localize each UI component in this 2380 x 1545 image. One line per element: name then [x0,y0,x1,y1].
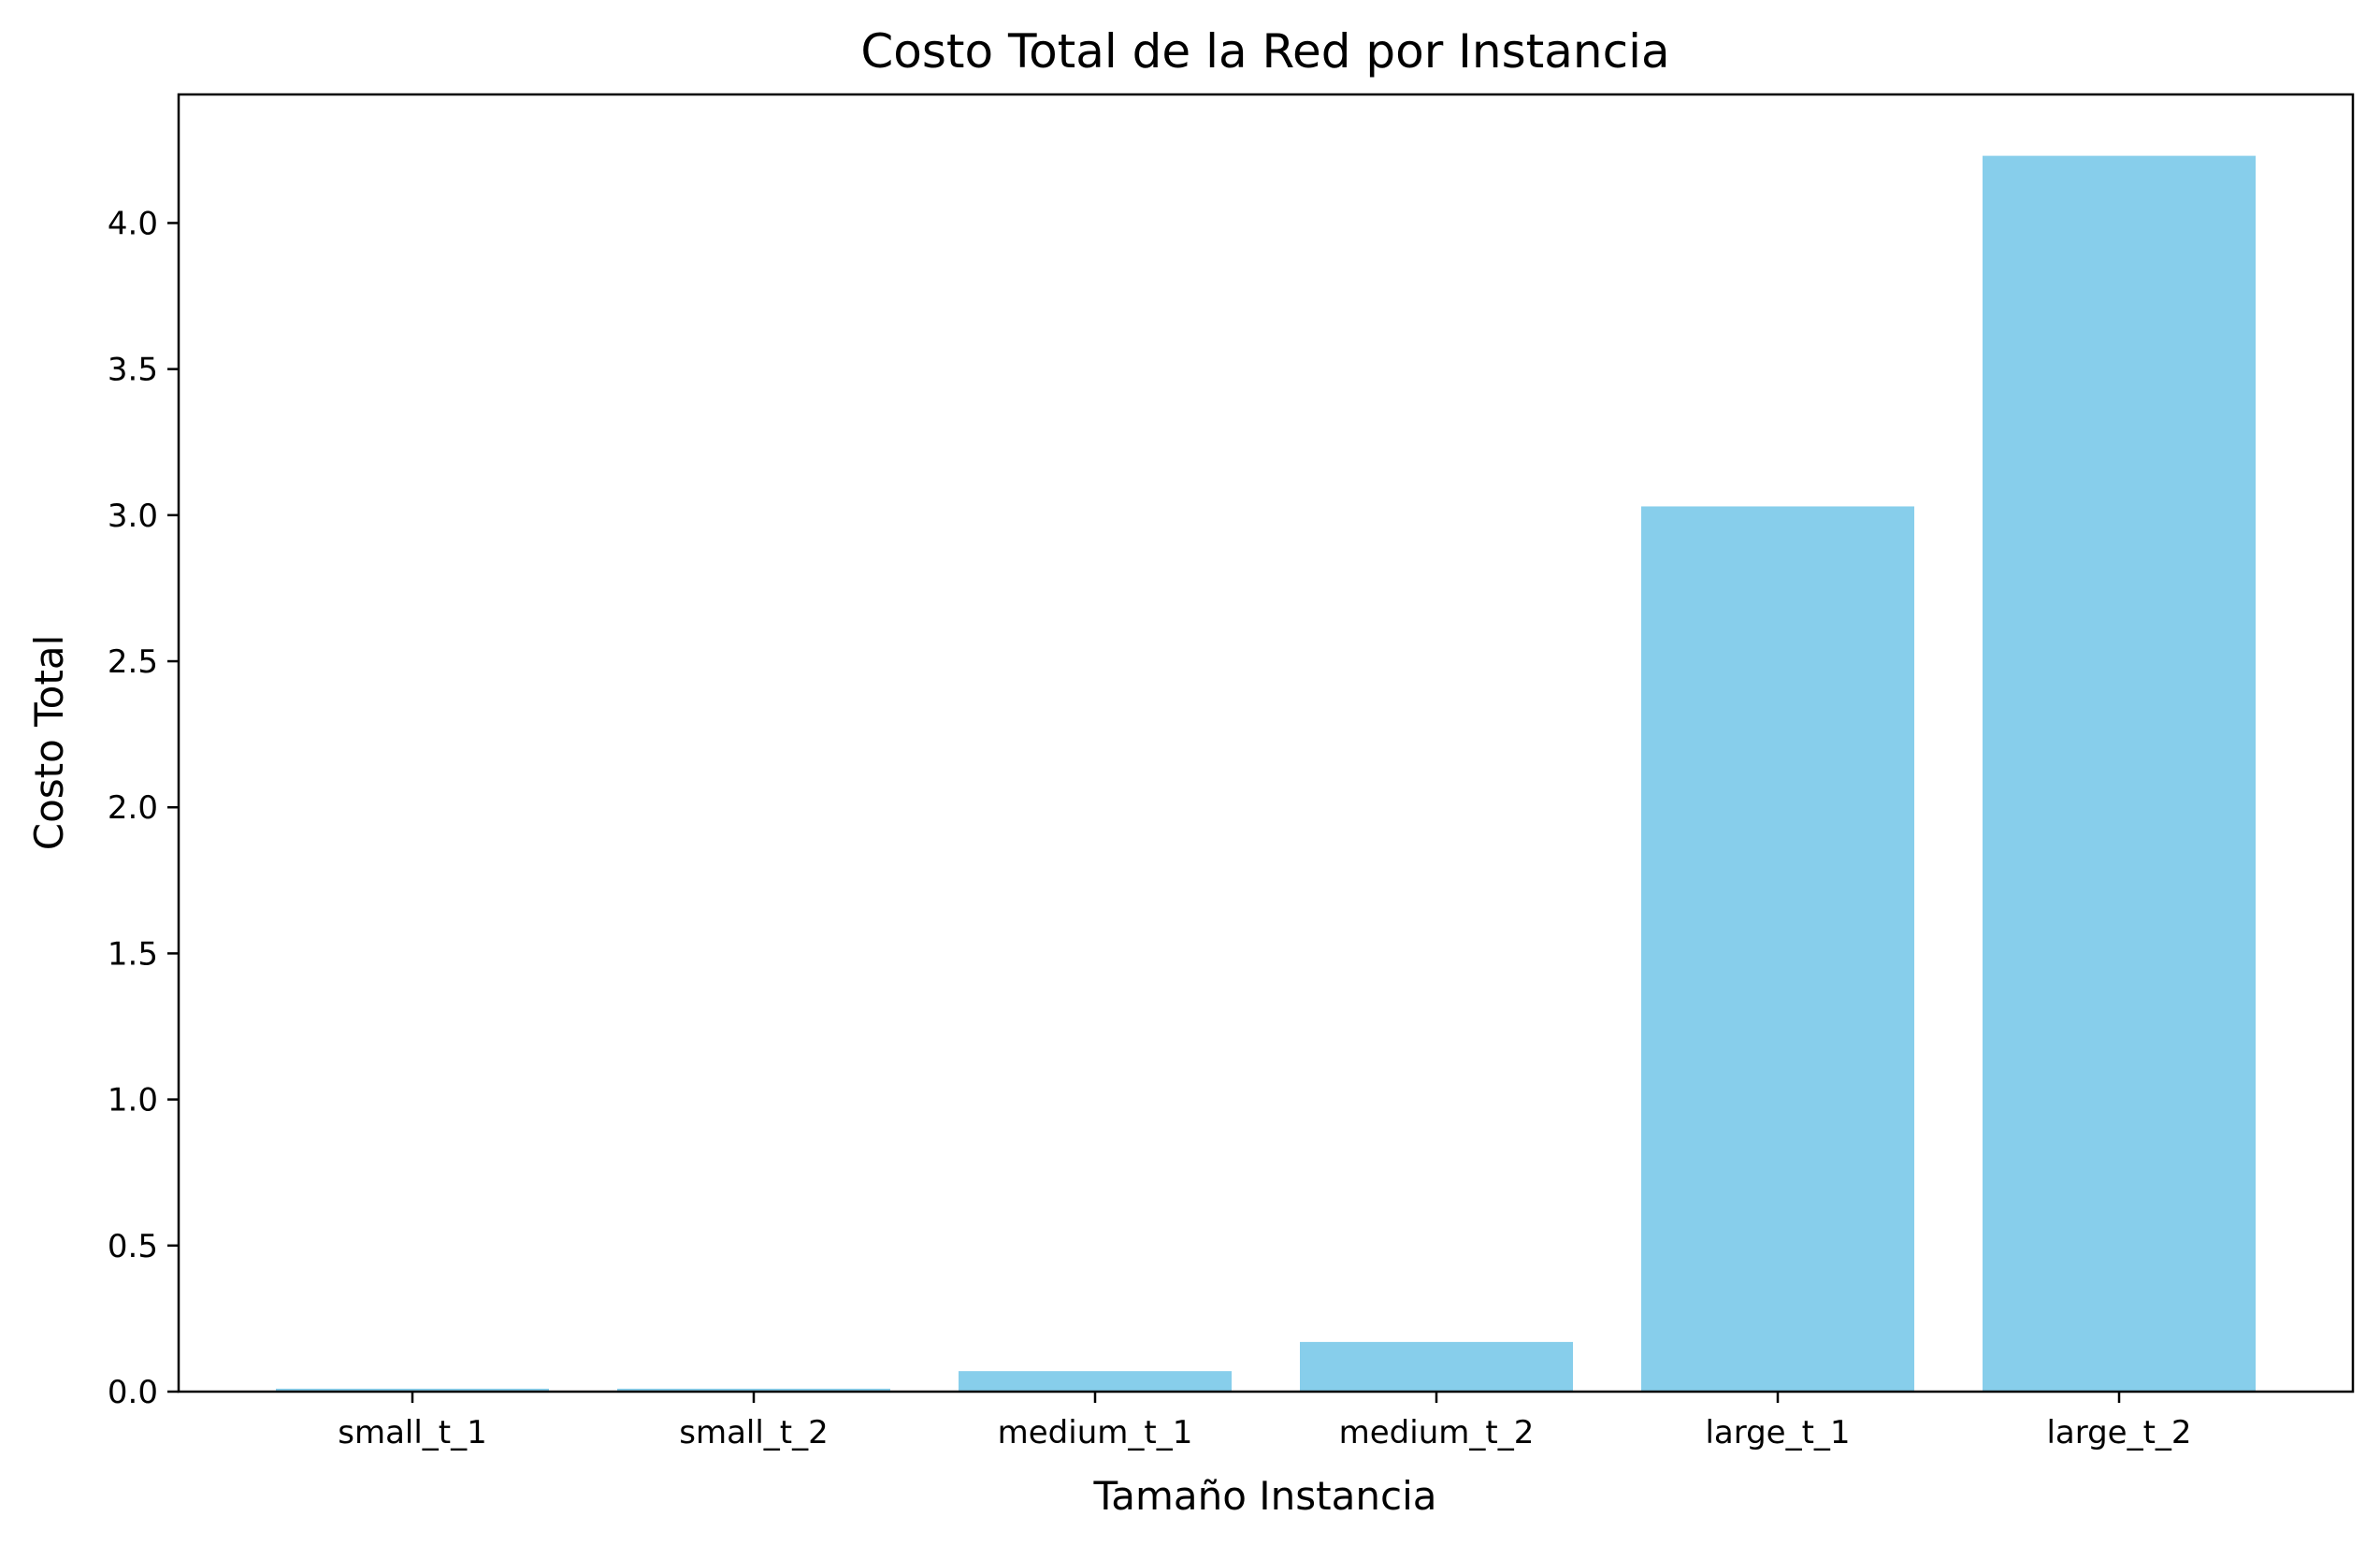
y-tick-label: 4.0 [108,205,158,242]
bar-medium_t_1 [959,1371,1232,1392]
bar-small_t_2 [617,1388,890,1392]
x-tick-label: medium_t_2 [1339,1414,1535,1451]
y-tick-label: 0.5 [108,1228,158,1265]
x-tick-label: large_t_1 [1705,1414,1850,1451]
y-tick-label: 3.0 [108,498,158,535]
y-tick-label: 2.0 [108,789,158,827]
y-tick-label: 0.0 [108,1374,158,1411]
x-axis-title: Tamaño Instancia [1093,1473,1437,1519]
x-tick-label: large_t_2 [2046,1414,2191,1451]
plot-frame [177,93,2355,1393]
bars-layer [276,155,2256,1393]
chart-title: Costo Total de la Red por Instancia [860,24,1669,79]
y-tick-label: 1.0 [108,1082,158,1119]
bar-large_t_1 [1641,506,1914,1392]
x-tick-label: small_t_1 [338,1414,487,1451]
y-tick-label: 3.5 [108,352,158,389]
x-tick-label: medium_t_1 [998,1414,1193,1451]
bar-medium_t_2 [1300,1341,1573,1392]
x-axis: small_t_1 small_t_2 medium_t_1 medium_t_2 la… [338,1392,2192,1451]
bar-small_t_1 [276,1388,549,1392]
bar-large_t_2 [1983,155,2256,1393]
y-tick-label: 1.5 [108,935,158,973]
y-axis: 0.0 0.5 1.0 1.5 2.0 2.5 3.0 3.5 4.0 [108,205,179,1411]
x-tick-label: small_t_2 [679,1414,829,1451]
y-tick-label: 2.5 [108,643,158,681]
y-axis-title: Costo Total [26,635,72,851]
